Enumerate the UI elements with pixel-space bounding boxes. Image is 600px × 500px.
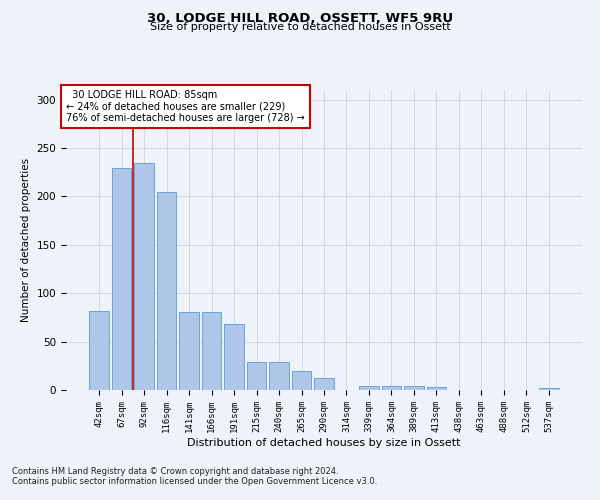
Bar: [112, 168, 131, 390]
Bar: [359, 386, 379, 390]
Bar: [157, 192, 176, 390]
Bar: [247, 362, 266, 390]
Bar: [202, 312, 221, 390]
Text: 30, LODGE HILL ROAD, OSSETT, WF5 9RU: 30, LODGE HILL ROAD, OSSETT, WF5 9RU: [147, 12, 453, 26]
Bar: [314, 378, 334, 390]
Bar: [292, 370, 311, 390]
X-axis label: Distribution of detached houses by size in Ossett: Distribution of detached houses by size …: [187, 438, 461, 448]
Bar: [269, 362, 289, 390]
Text: Size of property relative to detached houses in Ossett: Size of property relative to detached ho…: [149, 22, 451, 32]
Bar: [179, 312, 199, 390]
Bar: [427, 387, 446, 390]
Bar: [539, 388, 559, 390]
Text: Contains public sector information licensed under the Open Government Licence v3: Contains public sector information licen…: [12, 477, 377, 486]
Bar: [89, 310, 109, 390]
Bar: [404, 386, 424, 390]
Text: Contains HM Land Registry data © Crown copyright and database right 2024.: Contains HM Land Registry data © Crown c…: [12, 467, 338, 476]
Bar: [382, 386, 401, 390]
Bar: [224, 324, 244, 390]
Text: 30 LODGE HILL ROAD: 85sqm  
← 24% of detached houses are smaller (229)
76% of se: 30 LODGE HILL ROAD: 85sqm ← 24% of detac…: [66, 90, 305, 123]
Bar: [134, 162, 154, 390]
Y-axis label: Number of detached properties: Number of detached properties: [21, 158, 31, 322]
